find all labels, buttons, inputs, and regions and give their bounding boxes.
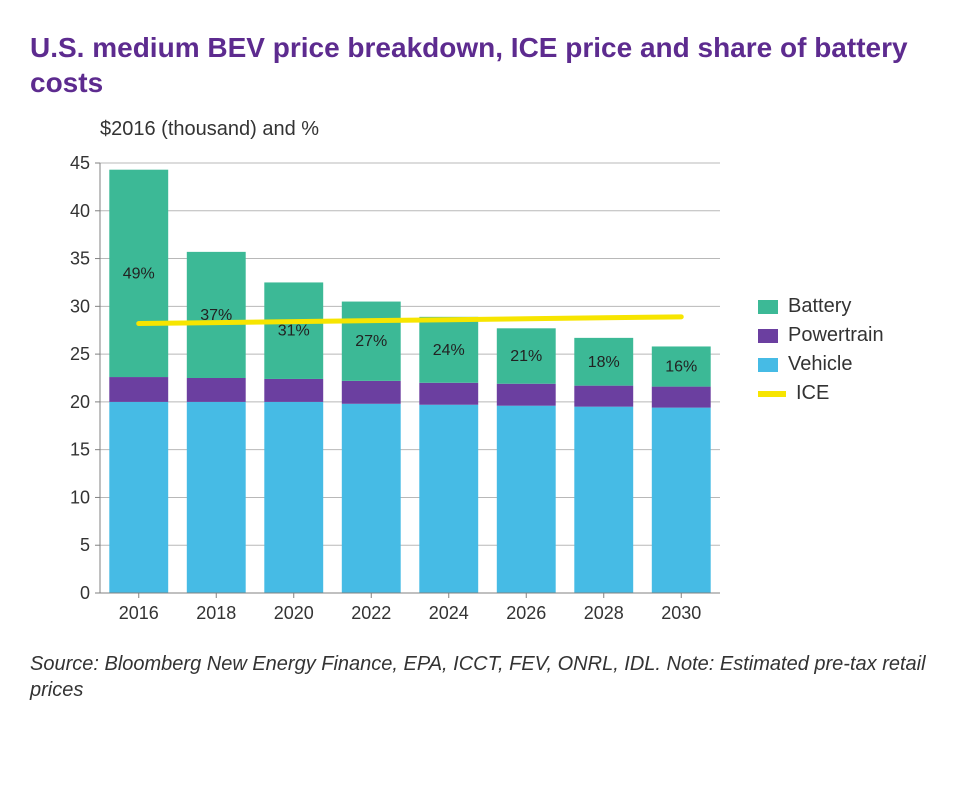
battery-share-label: 16% <box>665 359 697 376</box>
chart-subtitle: $2016 (thousand) and % <box>100 118 947 141</box>
bar-vehicle <box>419 405 478 593</box>
bar-powertrain <box>264 379 323 402</box>
bar-powertrain <box>652 387 711 408</box>
legend-item-battery: Battery <box>758 295 884 318</box>
legend-item-powertrain: Powertrain <box>758 324 884 347</box>
battery-share-label: 31% <box>278 323 310 340</box>
legend-swatch-ice <box>758 391 786 397</box>
y-tick-label: 40 <box>70 201 90 221</box>
bar-powertrain <box>574 386 633 407</box>
legend-item-ice: ICE <box>758 382 884 405</box>
legend-label-vehicle: Vehicle <box>788 353 853 376</box>
legend-item-vehicle: Vehicle <box>758 353 884 376</box>
bar-powertrain <box>342 381 401 404</box>
y-tick-label: 35 <box>70 249 90 269</box>
x-tick-label: 2022 <box>351 603 391 623</box>
x-tick-label: 2024 <box>429 603 469 623</box>
bar-powertrain <box>419 383 478 405</box>
bar-powertrain <box>109 377 168 402</box>
y-tick-label: 5 <box>80 535 90 555</box>
battery-share-label: 21% <box>510 348 542 365</box>
y-tick-label: 30 <box>70 296 90 316</box>
legend-label-battery: Battery <box>788 295 851 318</box>
legend-label-powertrain: Powertrain <box>788 324 884 347</box>
x-tick-label: 2018 <box>196 603 236 623</box>
bar-powertrain <box>187 378 246 402</box>
y-tick-label: 45 <box>70 153 90 173</box>
legend: Battery Powertrain Vehicle ICE <box>758 289 884 411</box>
bar-vehicle <box>109 402 168 593</box>
source-note: Source: Bloomberg New Energy Finance, EP… <box>30 651 947 703</box>
legend-swatch-vehicle <box>758 358 778 372</box>
chart-area: 05101520253035404549%201637%201831%20202… <box>30 149 947 633</box>
y-tick-label: 0 <box>80 583 90 603</box>
battery-share-label: 24% <box>433 342 465 359</box>
legend-swatch-powertrain <box>758 329 778 343</box>
y-tick-label: 15 <box>70 440 90 460</box>
y-tick-label: 25 <box>70 344 90 364</box>
y-tick-label: 20 <box>70 392 90 412</box>
y-tick-label: 10 <box>70 487 90 507</box>
x-tick-label: 2026 <box>506 603 546 623</box>
page: U.S. medium BEV price breakdown, ICE pri… <box>0 0 977 785</box>
bar-vehicle <box>652 408 711 593</box>
x-tick-label: 2030 <box>661 603 701 623</box>
bar-vehicle <box>497 406 556 593</box>
battery-share-label: 27% <box>355 333 387 350</box>
bar-powertrain <box>497 384 556 406</box>
battery-share-label: 49% <box>123 265 155 282</box>
stacked-bar-chart: 05101520253035404549%201637%201831%20202… <box>30 149 730 633</box>
x-tick-label: 2028 <box>584 603 624 623</box>
legend-swatch-battery <box>758 300 778 314</box>
bar-vehicle <box>187 402 246 593</box>
bar-vehicle <box>574 407 633 593</box>
x-tick-label: 2020 <box>274 603 314 623</box>
x-tick-label: 2016 <box>119 603 159 623</box>
bar-vehicle <box>342 404 401 593</box>
chart-title: U.S. medium BEV price breakdown, ICE pri… <box>30 30 947 100</box>
legend-label-ice: ICE <box>796 382 829 405</box>
bar-vehicle <box>264 402 323 593</box>
battery-share-label: 18% <box>588 354 620 371</box>
